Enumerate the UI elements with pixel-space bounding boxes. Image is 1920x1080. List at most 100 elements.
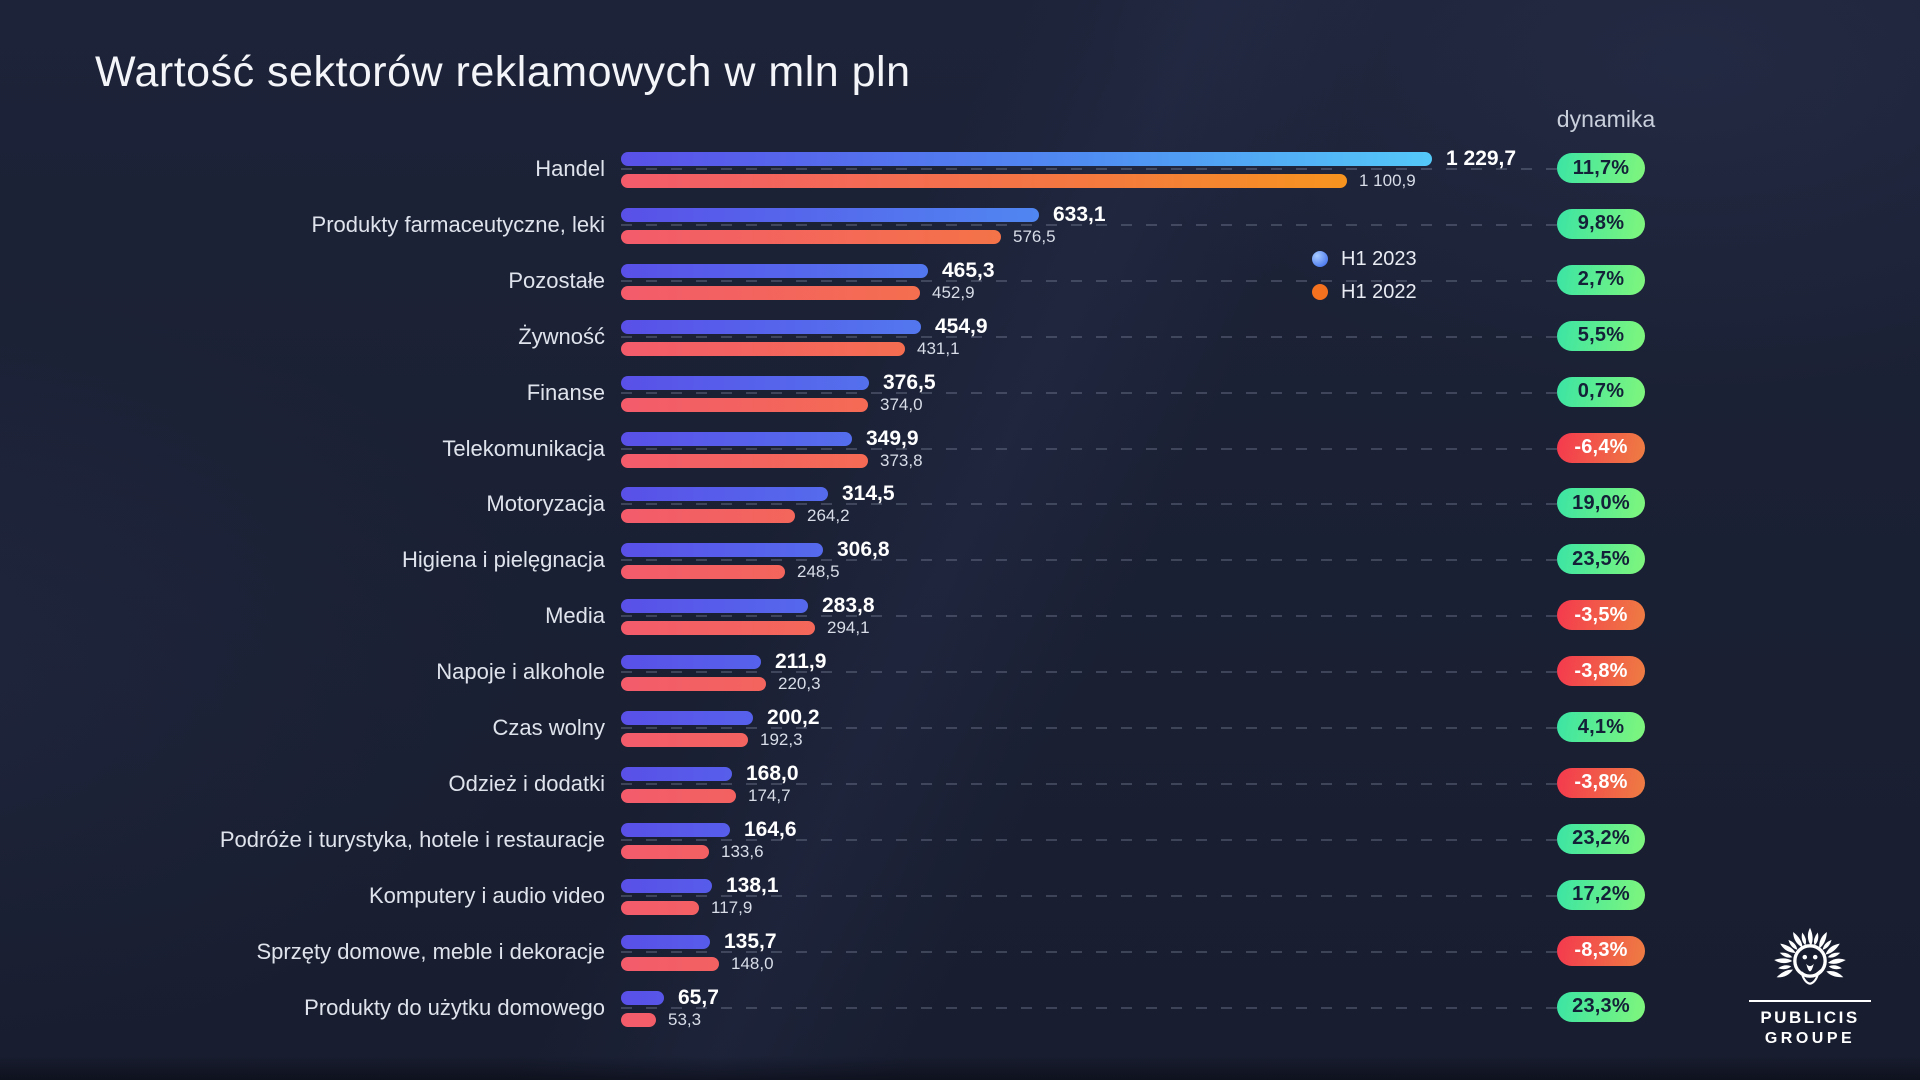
bar-h1-2022 <box>621 788 736 803</box>
dynamika-badge: -6,4% <box>1557 432 1645 463</box>
sector-row: Handel 1 229,7 1 100,9 11,7% <box>0 139 1920 195</box>
value-h1-2022: 452,9 <box>932 282 975 302</box>
dynamika-badge: 9,8% <box>1557 208 1645 239</box>
row-gridline <box>621 838 1557 841</box>
value-h1-2023: 164,6 <box>744 817 797 841</box>
dynamika-badge: -3,8% <box>1557 767 1645 798</box>
bar-h1-2023 <box>621 711 753 725</box>
row-gridline <box>621 782 1557 785</box>
dynamika-badge: 23,2% <box>1557 823 1645 854</box>
value-h1-2023: 465,3 <box>942 258 995 282</box>
sector-label: Czas wolny <box>492 715 605 740</box>
bar-h1-2022 <box>621 229 1001 244</box>
bar-h1-2022 <box>621 900 699 915</box>
sector-label: Sprzęty domowe, meble i dekoracje <box>256 938 606 964</box>
row-gridline <box>621 391 1557 394</box>
bar-h1-2022 <box>621 453 868 468</box>
row-gridline <box>621 671 1557 674</box>
dynamika-badge: 19,0% <box>1557 488 1645 519</box>
bar-h1-2022 <box>621 285 920 300</box>
dynamika-badge: 4,1% <box>1557 712 1645 742</box>
bar-h1-2023 <box>621 431 852 446</box>
sector-row: Motoryzacja 314,5 264,2 19,0% <box>0 474 1920 530</box>
bar-h1-2022 <box>621 1012 656 1027</box>
sector-label: Napoje i alkohole <box>436 659 605 685</box>
value-h1-2022: 248,5 <box>797 562 840 582</box>
legend-dot-h1-2022-icon <box>1312 284 1328 300</box>
dynamika-badge: 0,7% <box>1557 376 1645 407</box>
publicis-lion-icon <box>1774 927 1846 985</box>
publicis-logo-line1: PUBLICIS <box>1760 1008 1860 1027</box>
bar-h1-2023 <box>621 655 761 670</box>
value-h1-2023: 211,9 <box>775 650 827 674</box>
value-h1-2022: 373,8 <box>880 450 923 470</box>
legend-dot-h1-2023-icon <box>1312 251 1328 267</box>
value-h1-2023: 314,5 <box>842 482 895 506</box>
value-h1-2023: 349,9 <box>866 426 919 450</box>
sector-label: Żywność <box>518 323 605 349</box>
sector-row: Finanse 376,5 374,0 0,7% <box>0 363 1920 419</box>
dynamika-badge: 23,5% <box>1557 544 1645 575</box>
value-h1-2022: 148,0 <box>731 953 774 973</box>
value-h1-2022: 431,1 <box>917 338 960 358</box>
bar-h1-2023 <box>621 599 808 614</box>
bar-h1-2022 <box>621 956 719 971</box>
value-h1-2023: 306,8 <box>837 538 890 562</box>
sector-row: Sprzęty domowe, meble i dekoracje 135,7 14… <box>0 922 1920 978</box>
sector-label: Produkty do użytku domowego <box>304 994 605 1020</box>
dynamika-badge: -8,3% <box>1557 935 1645 966</box>
sector-row: Media 283,8 294,1 -3,5% <box>0 586 1920 642</box>
bar-h1-2023 <box>621 375 869 390</box>
legend: H1 2023 H1 2022 <box>1312 246 1417 305</box>
bar-h1-2023 <box>621 487 828 502</box>
value-h1-2022: 294,1 <box>827 618 870 638</box>
bar-h1-2022 <box>621 844 709 859</box>
bar-h1-2023 <box>621 263 928 278</box>
publicis-logo: PUBLICIS GROUPE <box>1736 924 1884 1049</box>
value-h1-2023: 376,5 <box>883 370 936 394</box>
value-h1-2022: 174,7 <box>748 785 791 805</box>
row-gridline <box>621 335 1557 338</box>
row-gridline <box>621 168 1557 170</box>
row-gridline <box>621 223 1557 226</box>
bar-h1-2022 <box>621 341 905 356</box>
sector-row: Odzież i dodatki 168,0 174,7 -3,8% <box>0 754 1920 810</box>
bar-h1-2023 <box>621 990 664 1005</box>
row-gridline <box>621 894 1557 897</box>
sector-label: Odzież i dodatki <box>448 770 605 796</box>
sector-label: Produkty farmaceutyczne, leki <box>311 211 605 237</box>
bar-h1-2022 <box>621 677 766 692</box>
dynamika-badge: 5,5% <box>1557 320 1645 351</box>
sector-row: Pozostałe 465,3 452,9 2,7% <box>0 251 1920 307</box>
dynamika-badge: -3,5% <box>1557 600 1645 631</box>
sector-label: Finanse <box>526 379 605 405</box>
sector-row: Produkty farmaceutyczne, leki 633,1 576,5 9… <box>0 195 1920 251</box>
sector-row: Żywność 454,9 431,1 5,5% <box>0 307 1920 363</box>
value-h1-2023: 454,9 <box>935 314 988 338</box>
value-h1-2023: 1 229,7 <box>1446 147 1517 170</box>
sector-label: Komputery i audio video <box>368 882 605 908</box>
sector-row: Napoje i alkohole 211,9 220,3 -3,8% <box>0 642 1920 698</box>
value-h1-2023: 283,8 <box>822 594 875 618</box>
bar-h1-2022 <box>621 397 868 412</box>
sector-row: Higiena i pielęgnacja 306,8 248,5 23,5% <box>0 530 1920 586</box>
row-gridline <box>621 950 1557 953</box>
dynamika-column-header: dynamika <box>1556 106 1656 132</box>
value-h1-2023: 200,2 <box>767 706 820 729</box>
value-h1-2022: 264,2 <box>807 506 850 526</box>
bar-h1-2023 <box>621 878 712 893</box>
row-gridline <box>621 1006 1557 1009</box>
value-h1-2022: 133,6 <box>721 841 764 861</box>
value-h1-2022: 576,5 <box>1013 226 1056 246</box>
sector-row: Podróże i turystyka, hotele i restauracj… <box>0 810 1920 866</box>
sector-label: Pozostałe <box>508 267 605 293</box>
bar-h1-2022 <box>621 509 795 524</box>
bar-h1-2022 <box>621 621 815 636</box>
sector-label: Handel <box>535 156 605 181</box>
bar-h1-2023 <box>621 543 823 558</box>
dynamika-badge: 2,7% <box>1557 264 1645 295</box>
bar-h1-2023 <box>621 934 710 949</box>
value-h1-2023: 65,7 <box>678 985 719 1009</box>
value-h1-2022: 1 100,9 <box>1359 171 1416 190</box>
dynamika-badge: 11,7% <box>1557 153 1645 183</box>
